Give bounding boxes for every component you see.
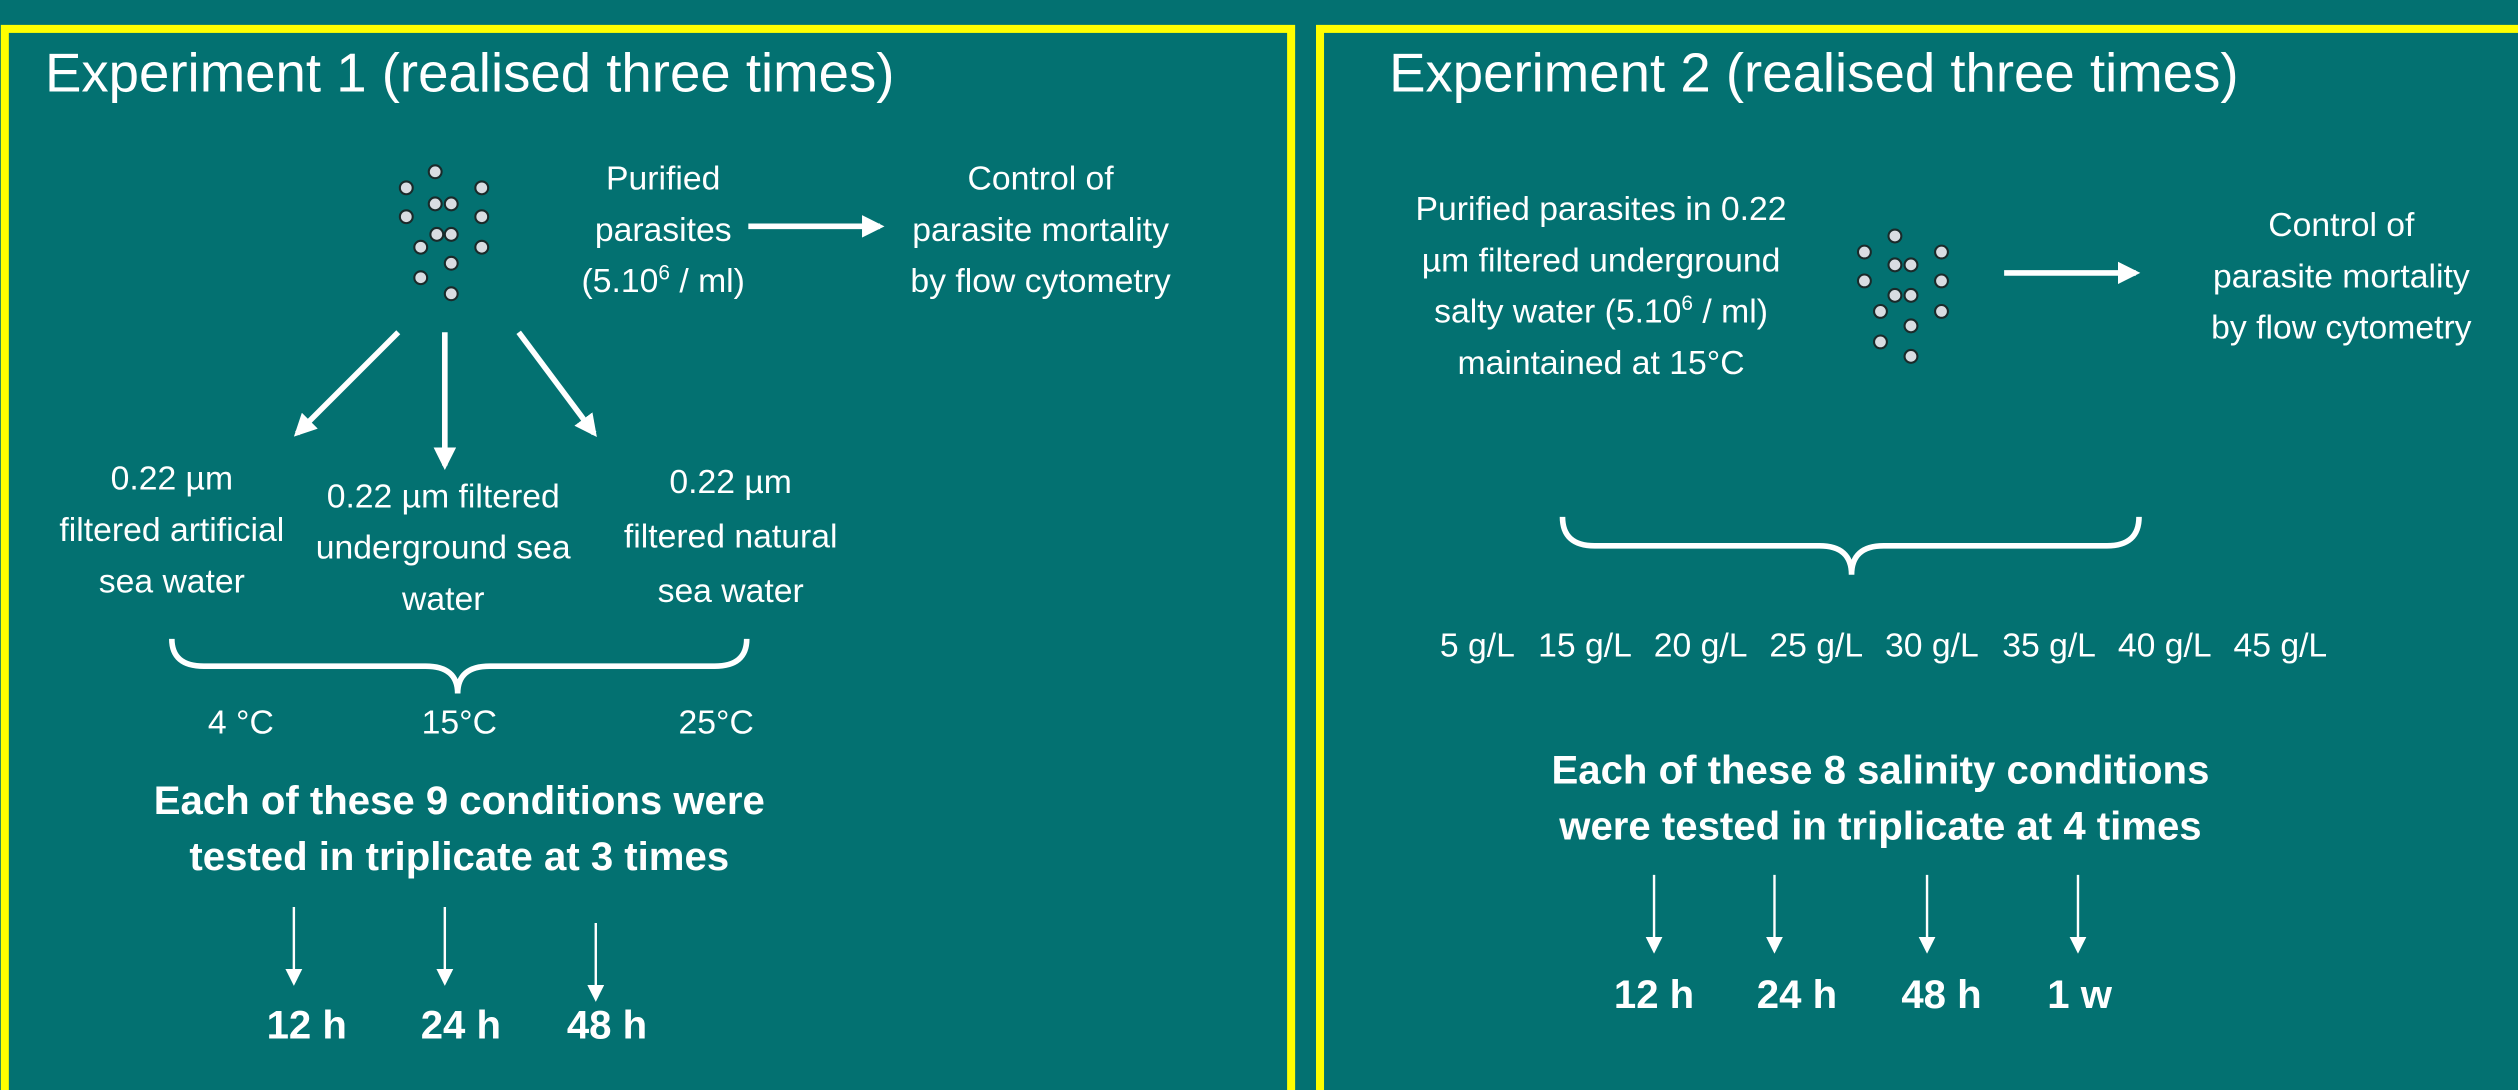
condition-label: 5 g/L (1440, 627, 1515, 665)
condition-label: 25 g/L (1769, 627, 1863, 665)
time-label: 1 w (2047, 972, 2112, 1017)
brace (169, 638, 750, 694)
panel-frame (0, 24, 1296, 1090)
medium-label: filtered natural (624, 517, 838, 555)
condition-label: 25°C (679, 704, 754, 742)
medium-label: 0.22 µm filtered (327, 477, 560, 515)
summary-text: were tested in triplicate at 4 times (1558, 804, 2201, 849)
control-label: by flow cytometry (2211, 309, 2472, 347)
time-label: 24 h (421, 1003, 501, 1048)
medium-label: 0.22 µm (669, 463, 791, 501)
panel-frame (1316, 24, 2518, 1090)
condition-label: 4 °C (208, 704, 274, 742)
brace (1559, 516, 2142, 575)
concentration: salty water (5.10 (1434, 293, 1681, 331)
concentration: / ml) (670, 262, 745, 300)
source-label: salty water (5.106 / ml) (1434, 292, 1768, 331)
exponent: 6 (658, 261, 670, 284)
time-label: 12 h (267, 1003, 347, 1048)
source-label: µm filtered underground (1422, 241, 1781, 279)
medium-label: 0.22 µm (111, 460, 233, 498)
panel-title: Experiment 2 (realised three times) (1389, 43, 2238, 104)
medium-label: filtered artificial (59, 511, 284, 549)
source-label: Purified parasites in 0.22 (1416, 190, 1787, 228)
parasite-cluster (1856, 228, 1949, 364)
parasite-cluster (398, 164, 490, 302)
control-label: parasite mortality (912, 211, 1169, 249)
summary-text: tested in triplicate at 3 times (189, 834, 729, 879)
condition-label: 40 g/L (2118, 627, 2212, 665)
control-label: parasite mortality (2213, 257, 2470, 295)
time-label: 48 h (1901, 972, 1981, 1017)
medium-label: water (401, 580, 484, 618)
condition-label: 20 g/L (1654, 627, 1748, 665)
summary-text: Each of these 9 conditions were (154, 778, 765, 823)
condition-label: 35 g/L (2002, 627, 2096, 665)
concentration: / ml) (1693, 293, 1768, 331)
source-label: parasites (595, 211, 732, 249)
time-label: 24 h (1757, 972, 1837, 1017)
concentration: (5.10 (582, 262, 659, 300)
condition-label: 15°C (422, 704, 497, 742)
control-label: Control of (968, 159, 1115, 197)
exponent: 6 (1681, 292, 1693, 315)
source-label: Purified (606, 159, 720, 197)
condition-label: 45 g/L (2233, 627, 2327, 665)
condition-label: 15 g/L (1538, 627, 1632, 665)
medium-label: sea water (658, 572, 804, 610)
time-label: 12 h (1614, 972, 1694, 1017)
summary-text: Each of these 8 salinity conditions (1552, 747, 2210, 792)
arrows (285, 215, 2141, 1002)
medium-label: underground sea (316, 529, 571, 567)
source-label: maintained at 15°C (1458, 344, 1745, 382)
control-label: by flow cytometry (910, 262, 1171, 300)
panel-title: Experiment 1 (realised three times) (45, 43, 894, 104)
control-label: Control of (2268, 206, 2415, 244)
medium-label: sea water (99, 562, 245, 600)
condition-label: 30 g/L (1885, 627, 1979, 665)
time-label: 48 h (567, 1003, 647, 1048)
source-label: (5.106 / ml) (582, 261, 745, 300)
